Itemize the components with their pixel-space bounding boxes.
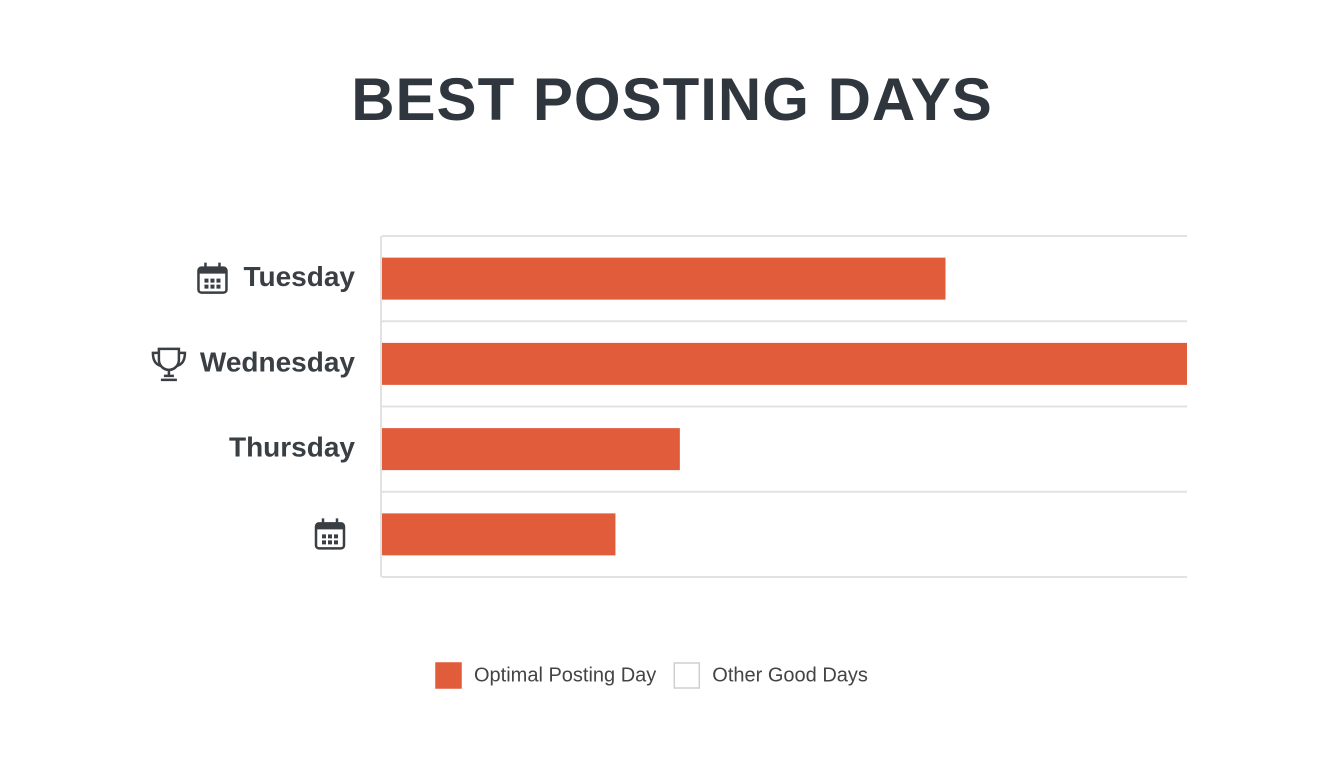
icon-part <box>198 267 227 274</box>
legend-label: Other Good Days <box>712 664 868 686</box>
bar <box>382 513 616 556</box>
icon-part <box>216 278 221 283</box>
icon-part <box>328 534 332 539</box>
icon-part <box>204 284 209 289</box>
trophy-icon <box>151 347 187 382</box>
legend-label: Optimal Posting Day <box>474 664 656 686</box>
icon-part <box>334 534 338 539</box>
icon-part <box>160 369 177 382</box>
bar <box>382 257 946 300</box>
icon-part <box>157 347 181 372</box>
icon-part <box>210 284 215 289</box>
chart-title: BEST POSTING DAYS <box>351 66 993 133</box>
icon-part <box>151 351 187 368</box>
category-label: Thursday <box>229 432 355 463</box>
icon-part <box>328 540 332 545</box>
icon-part <box>216 284 221 289</box>
icon-part <box>204 278 209 283</box>
bar <box>382 428 680 471</box>
icon-part <box>322 540 326 545</box>
icon-part <box>322 534 326 539</box>
category-label: Wednesday <box>200 346 356 377</box>
icon-part <box>210 278 215 283</box>
icon-part <box>316 523 344 530</box>
category-label: Tuesday <box>243 261 355 292</box>
legend-swatch <box>673 662 701 689</box>
legend-swatch <box>435 662 462 689</box>
calendar-icon <box>197 262 228 294</box>
icon-part <box>334 540 338 545</box>
calendar-icon <box>314 518 346 550</box>
bar <box>382 342 1187 385</box>
